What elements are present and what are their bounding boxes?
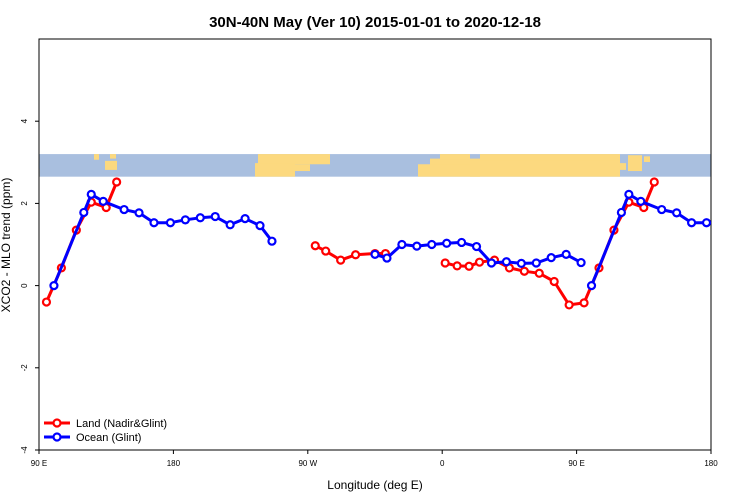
series-layer: [41, 177, 712, 310]
data-point: [442, 238, 452, 248]
data-point: [255, 220, 265, 231]
series-line: [52, 192, 274, 287]
x-tick-label: 180: [167, 459, 181, 468]
legend-marker: [52, 432, 62, 442]
data-point: [516, 258, 526, 269]
world-map-strip: [39, 154, 711, 177]
y-tick-label: -4: [20, 446, 29, 454]
map-land: [94, 154, 99, 160]
data-point: [686, 218, 697, 228]
data-point: [310, 241, 320, 251]
x-axis: 90 E 180 90 W 0 90 E 180: [31, 450, 718, 468]
data-point: [397, 239, 407, 250]
legend-label: Land (Nadir&Glint): [76, 418, 167, 430]
legend-item: Land (Nadir&Glint): [44, 418, 167, 430]
data-point: [561, 249, 571, 259]
legend: Land (Nadir&Glint) Ocean (Glint): [44, 418, 167, 444]
data-point: [79, 207, 89, 218]
data-point: [41, 297, 52, 307]
x-tick-label: 180: [704, 459, 718, 468]
x-tick-label: 0: [440, 459, 445, 468]
data-point: [657, 204, 667, 215]
data-point: [576, 257, 586, 268]
y-tick-label: 4: [20, 118, 29, 123]
chart-title: 30N-40N May (Ver 10) 2015-01-01 to 2020-…: [209, 14, 541, 31]
data-point: [267, 236, 277, 246]
data-point: [616, 207, 627, 218]
legend-marker: [52, 418, 62, 428]
data-point: [98, 196, 108, 206]
data-point: [240, 214, 250, 224]
data-point: [531, 258, 541, 268]
y-axis: -4 -2 0 2 4: [20, 118, 39, 454]
data-point: [350, 250, 361, 260]
map-land: [620, 163, 626, 170]
data-point: [195, 213, 205, 223]
data-point: [427, 239, 437, 250]
data-point: [134, 208, 144, 218]
data-point: [474, 257, 485, 267]
data-point: [86, 189, 96, 199]
data-point: [486, 258, 497, 268]
map-land: [470, 160, 620, 177]
data-point: [564, 300, 574, 310]
legend-label: Ocean (Glint): [76, 432, 141, 444]
x-tick-label: 90 E: [568, 459, 584, 468]
data-point: [534, 268, 544, 278]
data-point: [579, 298, 589, 308]
data-point: [501, 257, 512, 267]
series-land: [41, 177, 659, 310]
data-point: [412, 241, 422, 251]
map-land: [110, 154, 116, 159]
plot-area: [38, 38, 712, 451]
data-point: [549, 276, 559, 287]
y-tick-label: -2: [20, 364, 29, 372]
data-point: [672, 208, 682, 218]
y-axis-label: XCO2 - MLO trend (ppm): [0, 178, 13, 313]
data-point: [471, 241, 482, 252]
map-land: [258, 154, 330, 165]
data-point: [546, 253, 556, 263]
map-land: [480, 154, 620, 162]
data-point: [370, 249, 380, 259]
y-tick-label: 2: [20, 201, 29, 206]
y-tick-label: 0: [20, 283, 29, 288]
data-point: [649, 177, 659, 187]
map-land: [105, 160, 117, 170]
x-tick-label: 90 E: [31, 459, 47, 468]
map-land: [440, 154, 470, 160]
x-tick-label: 90 W: [298, 459, 317, 468]
data-point: [440, 258, 450, 268]
data-point: [321, 246, 331, 256]
series-line: [590, 192, 707, 287]
data-point: [464, 261, 474, 271]
data-point: [210, 211, 220, 222]
data-point: [636, 196, 646, 206]
data-point: [382, 253, 392, 263]
map-land: [290, 164, 310, 172]
map-land: [418, 164, 480, 177]
map-land: [255, 163, 295, 177]
data-point: [225, 220, 235, 230]
data-point: [149, 218, 159, 228]
data-point: [112, 177, 122, 187]
data-point: [49, 281, 59, 291]
data-point: [624, 189, 634, 199]
data-point: [519, 266, 529, 276]
map-land: [430, 158, 490, 167]
map-land: [644, 156, 650, 162]
data-point: [457, 237, 467, 248]
map-land: [628, 155, 642, 172]
data-point: [119, 204, 129, 215]
x-axis-label: Longitude (deg E): [327, 478, 422, 492]
data-point: [180, 215, 190, 225]
data-point: [586, 281, 597, 291]
data-point: [336, 255, 346, 265]
series-ocean: [49, 189, 712, 291]
legend-item: Ocean (Glint): [44, 432, 141, 444]
data-point: [165, 218, 176, 228]
data-point: [701, 218, 712, 228]
data-point: [452, 261, 462, 271]
